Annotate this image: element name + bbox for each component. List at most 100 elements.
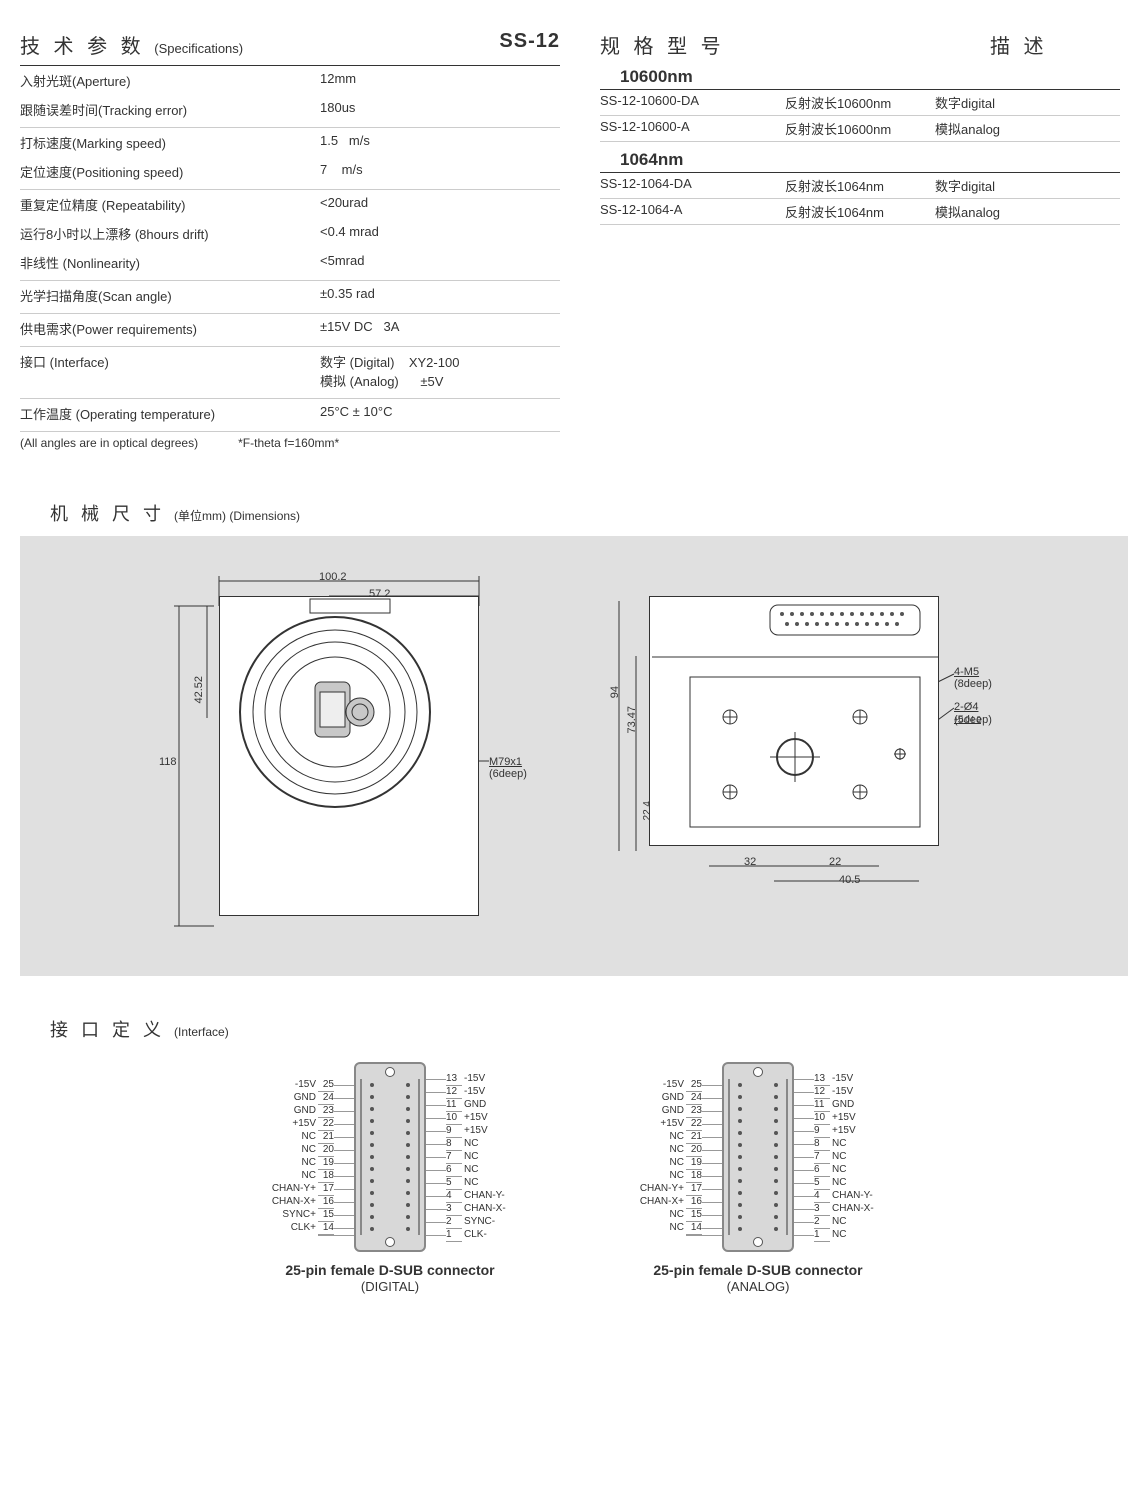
pin-number: 14 (318, 1222, 334, 1235)
pin-number: 18 (686, 1170, 702, 1183)
pin-label: +15V (614, 1118, 684, 1130)
spec-value: ±15V DC 3A (320, 319, 560, 338)
pin-label: CHAN-X+ (246, 1196, 316, 1208)
pin-label: NC (832, 1216, 902, 1228)
pin-label: NC (464, 1177, 534, 1189)
model-desc: 反射波长1064nm (785, 176, 935, 195)
models-header: 规 格 型 号 描 述 (600, 30, 1120, 59)
model-type: 模拟analog (935, 119, 1000, 138)
pin-label: NC (464, 1151, 534, 1163)
analog-caption: 25-pin female D-SUB connector (653, 1262, 862, 1278)
pin-number: 18 (318, 1170, 334, 1183)
spec-value: <5mrad (320, 253, 560, 272)
pin-label: -15V (246, 1079, 316, 1091)
pin-number: 21 (686, 1131, 702, 1144)
pin-number: 7 (446, 1151, 462, 1164)
dimensions-title: 机 械 尺 寸 (单位mm) (Dimensions) (20, 500, 1128, 526)
pin-label: CHAN-Y+ (246, 1183, 316, 1195)
pin-number: 2 (446, 1216, 462, 1229)
pin-label: SYNC+ (246, 1209, 316, 1221)
footnote-ftheta: *F-theta f=160mm* (238, 436, 339, 450)
pin-number: 3 (814, 1203, 830, 1216)
pin-number: 24 (686, 1092, 702, 1105)
digital-type: (DIGITAL) (361, 1279, 419, 1294)
pin-label: NC (246, 1157, 316, 1169)
spec-label: 定位速度(Positioning speed) (20, 162, 320, 181)
pin-label: GND (246, 1092, 316, 1104)
footnote-angles: (All angles are in optical degrees) (20, 436, 198, 450)
spec-row: 光学扫描角度(Scan angle)±0.35 rad (20, 281, 560, 310)
model-desc: 反射波长1064nm (785, 202, 935, 221)
pin-number: 2 (814, 1216, 830, 1229)
pin-label: NC (246, 1170, 316, 1182)
spec-row: 打标速度(Marking speed)1.5 m/s (20, 128, 560, 157)
pin-label: NC (246, 1131, 316, 1143)
specs-title-en: (Specifications) (154, 41, 243, 56)
pin-number: 13 (814, 1073, 830, 1086)
pin-number: 16 (318, 1196, 334, 1209)
spec-value: <0.4 mrad (320, 224, 560, 243)
pin-number: 23 (686, 1105, 702, 1118)
dimensions-drawings: 100.2 57.2 118 42.52 M79x1 (6deep) (20, 536, 1128, 976)
pin-label: NC (464, 1164, 534, 1176)
pin-number: 12 (446, 1086, 462, 1099)
specs-title-row: 技 术 参 数 (Specifications) SS-12 (20, 30, 560, 66)
pin-number: 3 (446, 1203, 462, 1216)
spec-value: 7 m/s (320, 162, 560, 181)
specs-title-cn: 技 术 参 数 (20, 36, 145, 58)
analog-connector: -15V25GND24GND23+15V22NC21NC20NC19NC18CH… (614, 1062, 902, 1294)
spec-row: 入射光斑(Aperture)12mm (20, 66, 560, 95)
pin-label: CLK+ (246, 1222, 316, 1234)
analog-type: (ANALOG) (727, 1279, 790, 1294)
spec-label: 重复定位精度 (Repeatability) (20, 195, 320, 214)
pin-number: 10 (446, 1112, 462, 1125)
model-row: SS-12-10600-DA反射波长10600nm数字digital (600, 90, 1120, 116)
pin-label: CHAN-Y- (464, 1190, 534, 1202)
pin-label: NC (614, 1209, 684, 1221)
model-id: SS-12-10600-DA (600, 93, 785, 112)
spec-value: <20urad (320, 195, 560, 214)
pin-label: NC (832, 1177, 902, 1189)
spec-value: 180us (320, 100, 560, 119)
spec-group: 重复定位精度 (Repeatability)<20urad运行8小时以上漂移 (… (20, 190, 560, 281)
spec-value: 12mm (320, 71, 560, 90)
pin-number: 4 (814, 1190, 830, 1203)
model-desc: 反射波长10600nm (785, 93, 935, 112)
pin-number: 25 (318, 1079, 334, 1092)
spec-row: 非线性 (Nonlinearity)<5mrad (20, 248, 560, 277)
pin-number: 23 (318, 1105, 334, 1118)
pin-number: 6 (446, 1164, 462, 1177)
pin-number: 24 (318, 1092, 334, 1105)
spec-row: 跟随误差时间(Tracking error)180us (20, 95, 560, 124)
interface-section: 接 口 定 义 (Interface) -15V25GND24GND23+15V… (20, 1016, 1128, 1294)
spec-label: 供电需求(Power requirements) (20, 319, 320, 338)
spec-group: 接口 (Interface)数字 (Digital) XY2-100 模拟 (A… (20, 347, 560, 399)
pin-number: 15 (686, 1209, 702, 1222)
spec-row: 接口 (Interface)数字 (Digital) XY2-100 模拟 (A… (20, 347, 560, 395)
pin-number: 11 (446, 1099, 462, 1112)
pin-number: 21 (318, 1131, 334, 1144)
connector-body (354, 1062, 426, 1252)
pin-label: NC (246, 1144, 316, 1156)
pin-label: +15V (832, 1125, 902, 1137)
spec-label: 接口 (Interface) (20, 352, 320, 390)
pin-label: CHAN-X- (832, 1203, 902, 1215)
pin-number: 25 (686, 1079, 702, 1092)
model-id: SS-12-1064-DA (600, 176, 785, 195)
pin-number: 11 (814, 1099, 830, 1112)
digital-caption: 25-pin female D-SUB connector (285, 1262, 494, 1278)
pin-label: GND (614, 1092, 684, 1104)
pin-number: 12 (814, 1086, 830, 1099)
model-type: 模拟analog (935, 202, 1000, 221)
pin-label: -15V (614, 1079, 684, 1091)
specs-footnote: (All angles are in optical degrees) *F-t… (20, 432, 560, 450)
pin-number: 9 (814, 1125, 830, 1138)
pin-number: 20 (318, 1144, 334, 1157)
pin-label: NC (614, 1144, 684, 1156)
pin-label: CHAN-X- (464, 1203, 534, 1215)
dimensions-section: 机 械 尺 寸 (单位mm) (Dimensions) 100.2 57.2 1… (20, 500, 1128, 976)
spec-group: 工作温度 (Operating temperature)25°C ± 10°C (20, 399, 560, 432)
pin-number: 14 (686, 1222, 702, 1235)
pin-label: NC (832, 1138, 902, 1150)
pin-number: 4 (446, 1190, 462, 1203)
